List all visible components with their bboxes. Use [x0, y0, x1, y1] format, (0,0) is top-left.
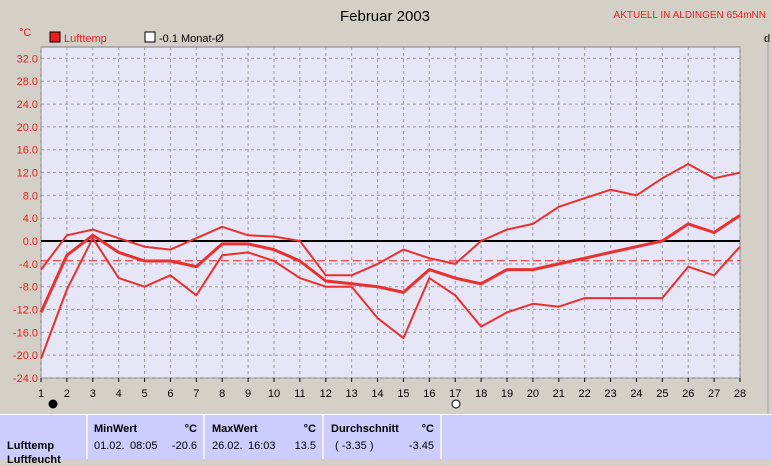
x-tick-label: 22	[579, 388, 591, 400]
x-tick-label: 9	[245, 388, 251, 400]
y-tick-label: -20.0	[13, 350, 38, 362]
x-tick-label: 15	[397, 388, 409, 400]
x-tick-label: 12	[320, 388, 332, 400]
y-tick-label: -4.0	[19, 259, 38, 271]
x-tick-label: 24	[630, 388, 642, 400]
stats-label-column	[0, 415, 88, 459]
series-lines	[39, 163, 741, 359]
x-tick-label: 3	[90, 388, 96, 400]
y-tick-label: -8.0	[19, 282, 38, 294]
y-tick-label: 8.0	[23, 190, 38, 202]
y-tick-label: 32.0	[17, 53, 38, 65]
max-date: 26.02.	[212, 440, 243, 452]
x-tick-label: 16	[423, 388, 435, 400]
full-moon-icon	[451, 399, 461, 409]
series-line-min	[40, 237, 741, 359]
x-tick-label: 28	[734, 388, 746, 400]
x-tick-label: 26	[682, 388, 694, 400]
x-tick-label: 4	[116, 388, 122, 400]
new-moon-icon	[48, 399, 58, 409]
x-tick-label: 7	[193, 388, 199, 400]
min-date: 01.02.	[94, 440, 125, 452]
x-tick-label: 1	[38, 388, 44, 400]
grid	[40, 47, 741, 379]
max-time: 16:03	[248, 440, 276, 452]
y-tick-label: -24.0	[13, 373, 38, 385]
min-time: 08:05	[130, 440, 158, 452]
edge-label: d	[764, 33, 770, 45]
legend-swatch-lufttemp	[49, 31, 61, 43]
stats-min-column: MinWert °C 01.02. 08:05 -20.6	[88, 415, 205, 459]
x-tick-label: 20	[527, 388, 539, 400]
max-unit: °C	[303, 423, 316, 435]
x-tick-label: 27	[708, 388, 720, 400]
y-tick-label: 28.0	[17, 76, 38, 88]
moon-markers	[48, 399, 461, 409]
x-tick-label: 5	[141, 388, 147, 400]
min-value: -20.6	[171, 440, 197, 452]
x-tick-label: 17	[449, 388, 461, 400]
min-header: MinWert	[94, 423, 138, 435]
y-tick-label: 4.0	[23, 213, 38, 225]
temperature-chart: Februar 2003 AKTUELL IN ALDINGEN 654mNN …	[13, 8, 770, 414]
legend-label-lufttemp: Lufttemp	[64, 33, 107, 45]
legend-swatch-mean	[144, 31, 156, 43]
avg-value: -3.45	[408, 440, 434, 452]
min-unit: °C	[184, 423, 197, 435]
x-tick-label: 21	[553, 388, 565, 400]
x-tick-label: 10	[268, 388, 280, 400]
x-tick-label: 23	[604, 388, 616, 400]
plot-area	[40, 46, 741, 379]
y-tick-label: 16.0	[17, 145, 38, 157]
avg-unit: °C	[421, 423, 434, 435]
x-tick-labels: 1 2 3 4 5 6 7 8 9 10 11 12 13 14 15 16 17 18 19 20 21 22 23 24 2…	[38, 378, 746, 400]
chart-title: Februar 2003	[340, 8, 430, 25]
avg-header: Durchschnitt	[331, 423, 399, 435]
stats-panel: Lufttemp Luftfeucht MinWert °C 01.02. 08…	[0, 414, 772, 466]
max-header: MaxWert	[212, 423, 258, 435]
x-tick-label: 2	[64, 388, 70, 400]
legend-label-mean: -0.1 Monat-Ø	[159, 33, 224, 45]
x-tick-label: 14	[371, 388, 383, 400]
y-tick-labels: 32.0 28.0 24.0 20.0 16.0 12.0 8.0 4.0 0.0 -4.0 -8.…	[13, 53, 38, 385]
legend: Lufttemp -0.1 Monat-Ø	[49, 31, 224, 45]
y-tick-label: -16.0	[13, 327, 38, 339]
y-tick-label: 24.0	[17, 99, 38, 111]
y-tick-label: 20.0	[17, 122, 38, 134]
x-tick-label: 8	[219, 388, 225, 400]
avg-value-paren: ( -3.35 )	[335, 440, 374, 452]
y-tick-label: 12.0	[17, 168, 38, 180]
series-line-mittel	[39, 214, 741, 314]
y-tick-label: -12.0	[13, 305, 38, 317]
stats-avg-column: Durchschnitt °C ( -3.35 ) -3.45	[325, 415, 442, 459]
station-label: AKTUELL IN ALDINGEN 654mNN	[614, 10, 766, 21]
x-tick-label: 11	[294, 388, 305, 400]
max-value: 13.5	[294, 440, 316, 452]
x-tick-label: 18	[475, 388, 487, 400]
row-label-lufttemp: Lufttemp	[7, 440, 55, 452]
series-line-max	[40, 163, 741, 277]
x-tick-label: 6	[167, 388, 173, 400]
x-tick-label: 13	[346, 388, 358, 400]
stats-max-column: MaxWert °C 26.02. 16:03 13.5	[206, 415, 324, 459]
y-tick-label: 0.0	[23, 236, 38, 248]
x-tick-label: 19	[501, 388, 513, 400]
x-tick-label: 25	[656, 388, 668, 400]
y-axis-unit: °C	[19, 27, 31, 39]
